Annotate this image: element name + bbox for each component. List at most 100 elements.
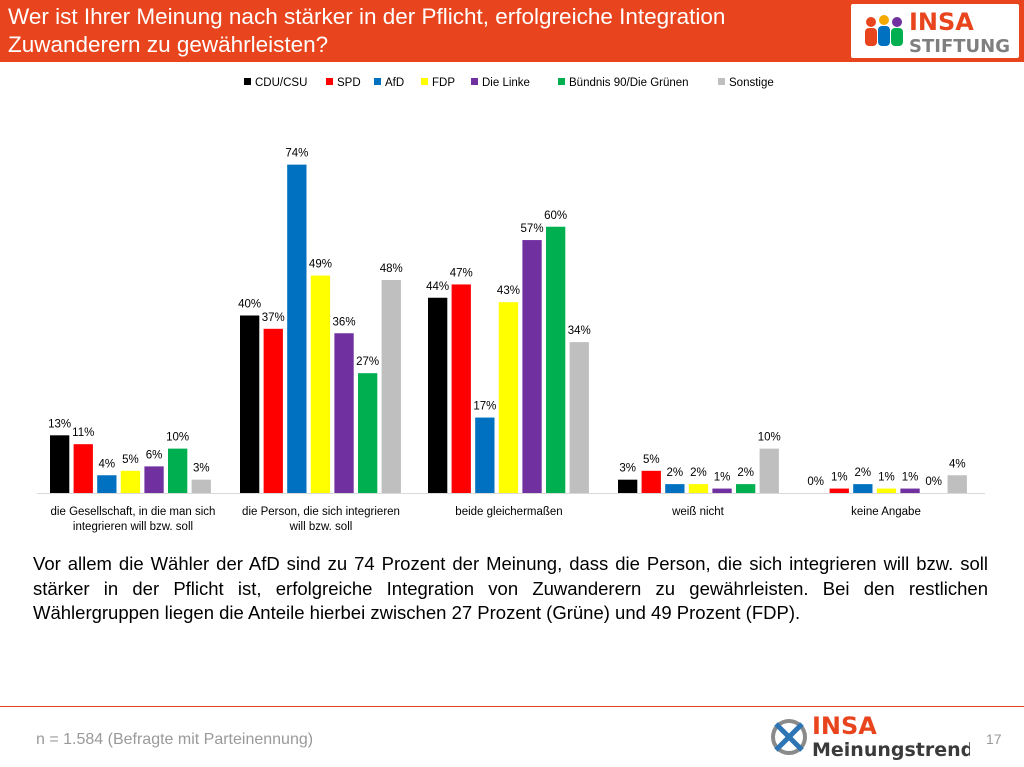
bar-value-label: 1% [714,472,731,484]
bar [144,466,164,493]
bar [688,484,709,493]
bar-value-label: 4% [949,458,966,470]
insa-stiftung-logo: INSA STIFTUNG [851,4,1019,58]
summary-text: Vor allem die Wähler der AfD sind zu 74 … [33,553,988,623]
bar-value-label: 36% [333,316,356,328]
bar [475,417,495,493]
category-label: beide gleichermaßen [455,506,562,518]
bar [191,479,211,493]
bar-value-label: 17% [473,401,496,413]
legend-label: Die Linke [482,77,530,89]
bar-value-label: 1% [902,472,919,484]
bar [641,470,661,493]
bar [451,284,471,493]
insa-meinungstrend-logo-graphic: INSA Meinungstrend [771,712,974,761]
bar [712,488,732,493]
legend-swatch [421,78,428,85]
category-label: die Person, die sich integrieren will bzw… [242,506,400,533]
bar [947,475,967,493]
bar [50,435,70,493]
legend-label: CDU/CSU [255,77,307,89]
bar-value-label: 57% [521,223,544,235]
footer-divider [0,706,1024,707]
bar-value-label: 44% [426,281,449,293]
logo-top-word: INSA [909,8,974,36]
logo-bottom-sub: Meinungstrend [812,739,970,761]
bar-value-label: 4% [99,458,116,470]
bar-value-label: 2% [855,467,872,479]
bar-value-label: 5% [122,454,139,466]
slide-title: Wer ist Ihrer Meinung nach stärker in de… [8,4,726,57]
bar [829,488,849,493]
logo-top-sub: STIFTUNG [909,36,1010,57]
bar [97,475,117,493]
bar [73,444,93,493]
bar-value-label: 60% [544,210,567,222]
legend-label: FDP [432,77,455,89]
bar [334,333,354,493]
legend-swatch [374,78,381,85]
bar-value-label: 37% [262,312,285,324]
legend-swatch [471,78,478,85]
bar-value-label: 27% [356,356,379,368]
category-label: die Gesellschaft, in die man sich integri… [51,506,216,533]
bar [853,484,873,493]
bar-value-label: 2% [737,467,754,479]
bar-value-label: 3% [619,463,636,475]
header-bar: Wer ist Ihrer Meinung nach stärker in de… [0,0,1024,62]
bar [358,373,378,493]
bar-value-label: 34% [568,325,591,337]
legend-swatch [244,78,251,85]
bar-value-label: 1% [831,472,848,484]
bar-value-label: 11% [72,427,94,439]
bar [120,470,141,493]
bar-value-label: 5% [643,454,660,466]
bar-value-label: 10% [166,432,189,444]
legend-swatch [718,78,725,85]
bar-value-label: 2% [667,467,684,479]
category-label: weiß nicht [671,506,725,518]
bar-value-label: 6% [146,449,163,461]
legend-label: Bündnis 90/Die Grünen [569,77,689,89]
bar [498,302,519,493]
bar [900,488,920,493]
bar [263,328,283,493]
bar [168,448,188,493]
legend-swatch [558,78,565,85]
bar [569,342,589,493]
bar [876,488,897,493]
bar [665,484,685,493]
bar [736,484,756,493]
bar [618,479,638,493]
bar [546,226,566,493]
bar [381,280,401,493]
legend-swatch [326,78,333,85]
sample-size-note: n = 1.584 (Befragte mit Parteinennung) [36,731,314,748]
bar-value-label: 43% [497,285,520,297]
bar-value-label: 74% [285,148,308,160]
bar-value-label: 0% [925,476,942,488]
bar-chart: CDU/CSU SPD AfD FDP Die Linke Bündnis 90/Die … [37,77,985,533]
bar [240,315,260,493]
bar [287,164,307,493]
bar-value-label: 0% [807,476,824,488]
bar [522,240,542,493]
bar-value-label: 48% [380,263,403,275]
bar-value-label: 1% [878,472,895,484]
insa-stiftung-logo-graphic: INSA STIFTUNG [865,8,1010,57]
page-number: 17 [986,731,1002,747]
insa-meinungstrend-logo: INSA Meinungstrend [770,712,974,762]
bar [310,275,331,493]
legend-label: SPD [337,77,361,89]
legend-label: Sonstige [729,77,774,89]
bar [759,448,779,493]
bar-value-label: 2% [690,467,707,479]
bar-value-label: 47% [450,267,473,279]
bar-value-label: 10% [758,432,781,444]
bar-value-label: 49% [309,259,332,271]
category-label: keine Angabe [851,506,921,518]
bar-value-label: 13% [48,418,71,430]
logo-bottom-word: INSA [812,712,877,740]
bar [428,297,448,493]
bar-value-label: 40% [238,299,261,311]
